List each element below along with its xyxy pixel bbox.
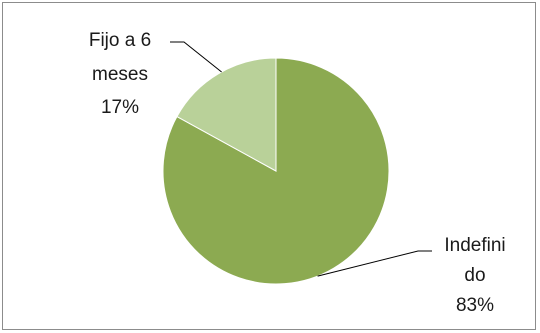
label-fijo-line-2: meses — [92, 64, 148, 85]
label-indefinido-line-1: Indefini — [444, 235, 505, 256]
label-indefinido: Indefini do 83% — [444, 235, 505, 316]
label-indefinido-line-2: do — [464, 265, 485, 286]
leader-lines — [170, 41, 432, 277]
label-fijo-line-1: Fijo a 6 — [89, 30, 151, 51]
leader-line-indefinido — [317, 250, 432, 277]
label-fijo-6-meses: Fijo a 6 meses 17% — [89, 30, 151, 118]
leader-line-fijo-a-6-meses — [170, 41, 222, 73]
pie-slice-fijo-a-6-meses — [176, 57, 277, 172]
pie-slices — [162, 57, 390, 285]
label-fijo-value: 17% — [101, 97, 139, 118]
label-indefinido-value: 83% — [456, 295, 494, 316]
